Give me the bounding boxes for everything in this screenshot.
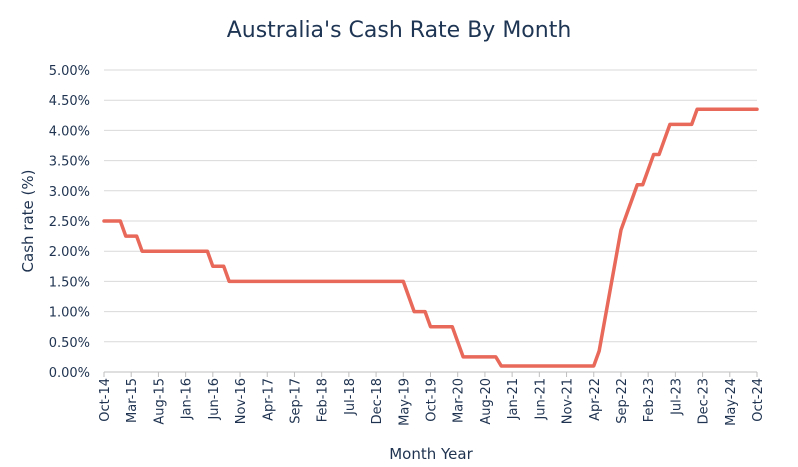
x-tick-label: Feb-18	[316, 378, 331, 422]
y-axis-ticks: 0.00% 0.50% 1.00% 1.50% 2.00% 2.50% 3.00% 3.50%…	[49, 64, 90, 381]
x-tick-label: Nov-21	[561, 378, 576, 424]
x-tick-label: Oct-14	[98, 378, 113, 422]
x-tick-label: Jun-21	[533, 378, 548, 421]
x-tick-label: Apr-22	[588, 378, 603, 421]
x-tick-label: Oct-24	[751, 378, 766, 422]
y-tick-label: 4.00%	[49, 124, 90, 139]
x-tick-label: May-19	[397, 378, 412, 426]
grid-lines	[104, 69, 757, 373]
x-tick-label: Jan-21	[506, 378, 521, 420]
x-tick-label: Jun-16	[207, 378, 222, 421]
y-tick-label: 3.50%	[49, 155, 90, 170]
y-tick-label: 0.50%	[49, 336, 90, 351]
y-tick-label: 1.00%	[49, 306, 90, 321]
series-layer	[102, 107, 759, 368]
x-tick-label: May-24	[724, 378, 739, 426]
x-tick-label: Sep-17	[288, 378, 303, 424]
x-tick-label: Nov-16	[234, 378, 249, 424]
x-tick-label: Feb-23	[642, 378, 657, 422]
x-tick-label: Sep-22	[615, 378, 630, 424]
x-tick-label: Jan-16	[180, 378, 195, 420]
x-tick-label: Aug-20	[479, 378, 494, 425]
y-axis-label: Cash rate (%)	[19, 170, 37, 273]
x-tick-label: Dec-23	[697, 378, 712, 424]
x-axis-ticks: Oct-14 Mar-15 Aug-15 Jan-16 Jun-16 Nov-16 Apr-…	[98, 372, 766, 426]
x-tick-label: Apr-17	[261, 378, 276, 421]
y-tick-label: 4.50%	[49, 94, 90, 109]
cash-rate-series-line	[102, 107, 759, 368]
x-tick-label: Mar-15	[125, 378, 140, 423]
y-tick-label: 1.50%	[49, 275, 90, 290]
y-tick-label: 2.50%	[49, 215, 90, 230]
x-tick-label: Aug-15	[152, 378, 167, 425]
x-tick-label: Jul-18	[343, 378, 358, 416]
x-axis-label: Month Year	[389, 445, 473, 463]
x-tick-label: Oct-19	[425, 378, 440, 422]
x-tick-label: Jul-23	[669, 378, 684, 416]
y-tick-label: 3.00%	[49, 185, 90, 200]
x-tick-label: Mar-20	[452, 378, 467, 423]
x-tick-label: Dec-18	[370, 378, 385, 424]
y-tick-label: 2.00%	[49, 245, 90, 260]
y-tick-label: 5.00%	[49, 64, 90, 79]
chart-title: Australia's Cash Rate By Month	[226, 18, 572, 43]
y-tick-label: 0.00%	[49, 366, 90, 381]
